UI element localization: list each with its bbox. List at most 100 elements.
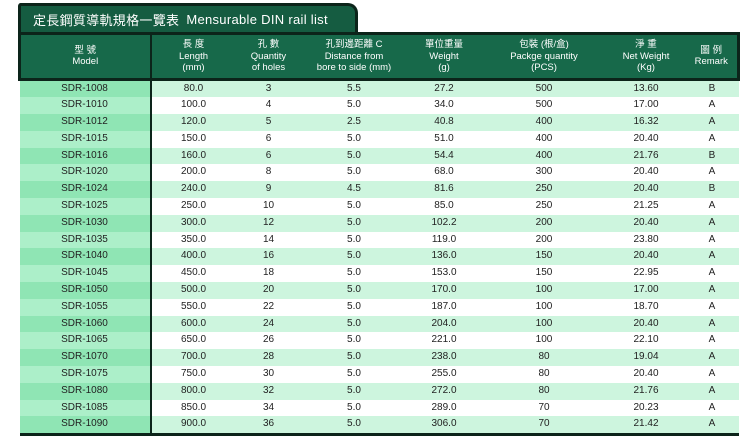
- cell-distance: 2.5: [301, 114, 407, 131]
- cell-holes: 6: [235, 130, 302, 148]
- cell-remark: A: [685, 130, 739, 148]
- cell-weight: 170.0: [406, 282, 482, 299]
- cell-length: 800.0: [150, 382, 236, 400]
- cell-weight: 255.0: [406, 366, 482, 383]
- cell-length: 150.0: [150, 130, 236, 148]
- din-rail-spec-table: 型 號 Model 長 度 Length (mm) 孔 數 Quantity of holes…: [18, 32, 740, 437]
- cell-holes: 18: [235, 265, 302, 283]
- cell-package: 400: [481, 114, 607, 131]
- cell-weight: 289.0: [406, 399, 482, 417]
- cell-distance: 5.0: [301, 399, 407, 417]
- cell-weight: 136.0: [406, 248, 482, 266]
- cell-package: 80: [481, 366, 607, 383]
- cell-package: 200: [481, 231, 607, 249]
- cell-holes: 24: [235, 315, 302, 333]
- cell-remark: A: [685, 282, 739, 299]
- cell-length: 100.0: [150, 97, 236, 115]
- page-title-en: Mensurable DIN rail list: [186, 11, 328, 27]
- cell-holes: 32: [235, 382, 302, 400]
- table-header-row: 型 號 Model 長 度 Length (mm) 孔 數 Quantity of holes…: [18, 32, 740, 81]
- table-row: SDR-1016 160.0 6 5.0 54.4 400 21.76 B: [19, 147, 739, 165]
- cell-package: 400: [481, 147, 607, 165]
- cell-distance: 5.0: [301, 231, 407, 249]
- cell-package: 70: [481, 416, 607, 437]
- cell-holes: 14: [235, 231, 302, 249]
- table-row: SDR-1025 250.0 10 5.0 85.0 250 21.25 A: [19, 198, 739, 215]
- cell-holes: 3: [235, 79, 302, 98]
- cell-net_weight: 20.40: [606, 248, 686, 266]
- cell-distance: 5.0: [301, 298, 407, 316]
- table-row: SDR-1012 120.0 5 2.5 40.8 400 16.32 A: [19, 114, 739, 131]
- cell-net_weight: 18.70: [606, 298, 686, 316]
- cell-holes: 10: [235, 198, 302, 215]
- cell-remark: A: [685, 382, 739, 400]
- cell-net_weight: 20.40: [606, 130, 686, 148]
- cell-distance: 5.0: [301, 214, 407, 232]
- table-row: SDR-1050 500.0 20 5.0 170.0 100 17.00 A: [19, 282, 739, 299]
- cell-net_weight: 21.76: [606, 147, 686, 165]
- cell-net_weight: 22.95: [606, 265, 686, 283]
- cell-weight: 81.6: [406, 181, 482, 199]
- cell-model: SDR-1055: [19, 298, 152, 316]
- cell-distance: 5.0: [301, 265, 407, 283]
- cell-net_weight: 19.04: [606, 349, 686, 367]
- table-row: SDR-1080 800.0 32 5.0 272.0 80 21.76 A: [19, 382, 739, 400]
- cell-holes: 28: [235, 349, 302, 367]
- cell-model: SDR-1070: [19, 349, 152, 367]
- cell-holes: 16: [235, 248, 302, 266]
- cell-net_weight: 20.40: [606, 164, 686, 182]
- cell-net_weight: 20.40: [606, 366, 686, 383]
- table-row: SDR-1075 750.0 30 5.0 255.0 80 20.40 A: [19, 366, 739, 383]
- cell-weight: 102.2: [406, 214, 482, 232]
- cell-length: 80.0: [150, 79, 236, 98]
- cell-weight: 68.0: [406, 164, 482, 182]
- cell-weight: 85.0: [406, 198, 482, 215]
- column-header-remark: 圖 例 Remark: [685, 32, 740, 81]
- column-header-holes: 孔 數 Quantity of holes: [235, 32, 302, 81]
- cell-model: SDR-1085: [19, 399, 152, 417]
- cell-remark: A: [685, 399, 739, 417]
- cell-distance: 5.0: [301, 97, 407, 115]
- cell-model: SDR-1015: [19, 130, 152, 148]
- cell-remark: A: [685, 349, 739, 367]
- column-header-package: 包裝 (根/盒) Packge quantity (PCS): [481, 32, 607, 81]
- cell-distance: 5.0: [301, 282, 407, 299]
- table-row: SDR-1065 650.0 26 5.0 221.0 100 22.10 A: [19, 332, 739, 350]
- cell-net_weight: 16.32: [606, 114, 686, 131]
- cell-length: 600.0: [150, 315, 236, 333]
- cell-package: 300: [481, 164, 607, 182]
- table-row: SDR-1024 240.0 9 4.5 81.6 250 20.40 B: [19, 181, 739, 199]
- table-header: 型 號 Model 長 度 Length (mm) 孔 數 Quantity of holes…: [18, 32, 740, 81]
- cell-remark: A: [685, 164, 739, 182]
- cell-remark: A: [685, 366, 739, 383]
- cell-holes: 12: [235, 214, 302, 232]
- cell-package: 150: [481, 265, 607, 283]
- cell-weight: 153.0: [406, 265, 482, 283]
- cell-distance: 5.0: [301, 147, 407, 165]
- cell-length: 240.0: [150, 181, 236, 199]
- cell-weight: 306.0: [406, 416, 482, 437]
- cell-holes: 8: [235, 164, 302, 182]
- cell-model: SDR-1040: [19, 248, 152, 266]
- cell-package: 250: [481, 181, 607, 199]
- cell-holes: 22: [235, 298, 302, 316]
- cell-length: 700.0: [150, 349, 236, 367]
- table-row: SDR-1010 100.0 4 5.0 34.0 500 17.00 A: [19, 97, 739, 115]
- cell-net_weight: 20.40: [606, 181, 686, 199]
- cell-remark: B: [685, 147, 739, 165]
- table-row: SDR-1070 700.0 28 5.0 238.0 80 19.04 A: [19, 349, 739, 367]
- cell-package: 80: [481, 349, 607, 367]
- table-row: SDR-1045 450.0 18 5.0 153.0 150 22.95 A: [19, 265, 739, 283]
- cell-remark: B: [685, 181, 739, 199]
- cell-weight: 40.8: [406, 114, 482, 131]
- table-row: SDR-1035 350.0 14 5.0 119.0 200 23.80 A: [19, 231, 739, 249]
- cell-weight: 119.0: [406, 231, 482, 249]
- cell-net_weight: 13.60: [606, 79, 686, 98]
- cell-length: 550.0: [150, 298, 236, 316]
- cell-distance: 5.0: [301, 332, 407, 350]
- cell-remark: A: [685, 332, 739, 350]
- cell-holes: 36: [235, 416, 302, 437]
- cell-length: 400.0: [150, 248, 236, 266]
- cell-net_weight: 17.00: [606, 97, 686, 115]
- cell-model: SDR-1065: [19, 332, 152, 350]
